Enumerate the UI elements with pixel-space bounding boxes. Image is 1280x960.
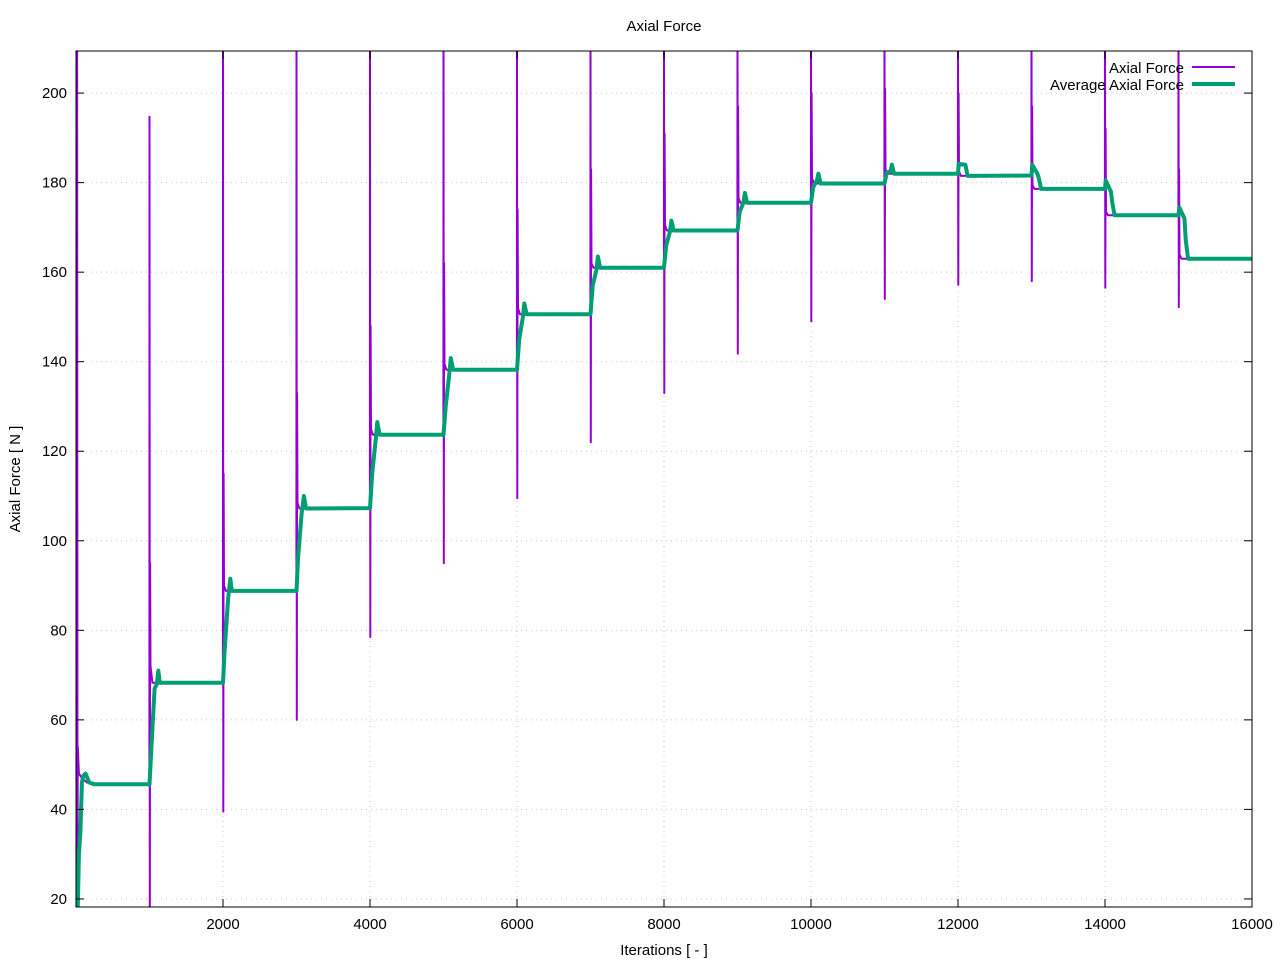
series-line-average-axial-force xyxy=(76,161,1252,907)
legend-label-average-axial-force: Average Axial Force xyxy=(1050,77,1184,94)
y-tick-label: 180 xyxy=(42,175,67,192)
y-tick-label: 60 xyxy=(50,712,67,729)
y-tick-label: 20 xyxy=(50,891,67,908)
legend-label-axial-force: Axial Force xyxy=(1109,60,1184,77)
chart-title: Axial Force xyxy=(626,18,701,35)
x-axis-label: Iterations [ - ] xyxy=(620,942,708,959)
y-tick-label: 140 xyxy=(42,354,67,371)
y-tick-label: 200 xyxy=(42,85,67,102)
y-tick-label: 160 xyxy=(42,264,67,281)
y-axis-label: Axial Force [ N ] xyxy=(7,426,24,533)
x-tick-label: 6000 xyxy=(500,916,533,933)
x-tick-label: 4000 xyxy=(353,916,386,933)
x-tick-label: 8000 xyxy=(647,916,680,933)
ticks: 2000 4000 6000 8000 10000 12000 14000 16000 20 40… xyxy=(42,51,1273,933)
y-tick-label: 120 xyxy=(42,443,67,460)
legend: Axial Force Average Axial Force xyxy=(1050,60,1235,94)
y-tick-label: 80 xyxy=(50,622,67,639)
x-tick-label: 10000 xyxy=(790,916,832,933)
y-tick-label: 40 xyxy=(50,801,67,818)
x-tick-label: 12000 xyxy=(937,916,979,933)
series-group xyxy=(76,51,1252,907)
x-tick-label: 2000 xyxy=(206,916,239,933)
y-tick-label: 100 xyxy=(42,533,67,550)
x-tick-label: 16000 xyxy=(1231,916,1273,933)
grid xyxy=(76,51,1252,907)
series-line-axial-force xyxy=(76,51,1252,907)
x-tick-label: 14000 xyxy=(1084,916,1126,933)
